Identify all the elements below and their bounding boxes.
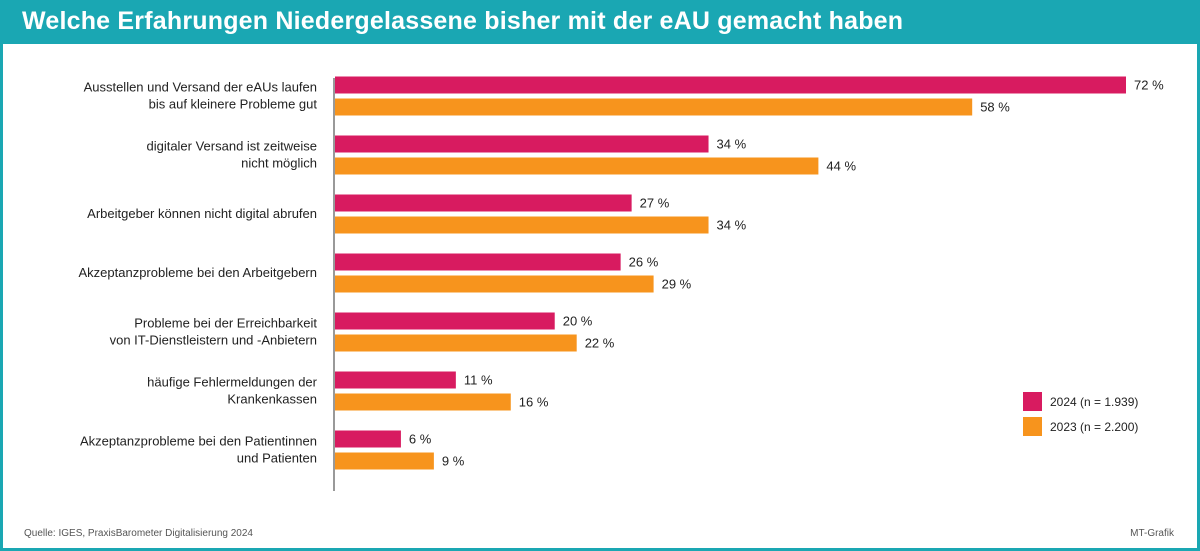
category-label: Akzeptanzprobleme bei den Patientinnen un… (80, 434, 317, 466)
value-label-2024: 27 % (640, 196, 670, 211)
value-label-2024: 11 % (464, 373, 493, 388)
bar-2024 (335, 76, 1126, 94)
bar-2023 (335, 334, 577, 352)
category-label: digitaler Versand ist zeitweise nicht mög… (146, 139, 317, 171)
bar-2023 (335, 393, 511, 411)
value-label-2024: 6 % (409, 432, 432, 447)
bar-2024 (335, 371, 456, 389)
bar-2024 (335, 135, 709, 153)
bar-2023 (335, 98, 973, 116)
category-label: Arbeitgeber können nicht digital abrufen (87, 206, 317, 221)
category-label: Probleme bei der Erreichbarkeit von IT-Di… (110, 316, 318, 348)
bar-2023 (335, 452, 434, 470)
value-label-2024: 72 % (1134, 78, 1164, 93)
bar-2023 (335, 157, 819, 175)
value-label-2024: 26 % (629, 255, 659, 270)
value-label-2024: 20 % (563, 314, 593, 329)
bar-2024 (335, 253, 621, 271)
title-bar: Welche Erfahrungen Niedergelassene bishe… (0, 0, 1200, 44)
legend-label-2024: 2024 (n = 1.939) (1050, 395, 1138, 409)
bar-2024 (335, 430, 401, 448)
value-label-2023: 9 % (442, 454, 465, 469)
value-label-2024: 34 % (717, 137, 747, 152)
value-label-2023: 58 % (980, 100, 1010, 115)
category-label: häufige Fehlermeldungen der Krankenkassen (147, 375, 318, 407)
credit-note: MT-Grafik (1130, 528, 1174, 539)
value-label-2023: 29 % (662, 277, 692, 292)
value-label-2023: 16 % (519, 395, 549, 410)
legend-swatch-2024 (1023, 392, 1042, 411)
value-label-2023: 34 % (717, 218, 747, 233)
value-label-2023: 22 % (585, 336, 615, 351)
category-label: Ausstellen und Versand der eAUs laufen bi… (84, 80, 318, 112)
legend-swatch-2023 (1023, 417, 1042, 436)
category-label: Akzeptanzprobleme bei den Arbeitgebern (79, 265, 318, 280)
bar-2024 (335, 312, 555, 330)
chart-title: Welche Erfahrungen Niedergelassene bishe… (22, 7, 904, 35)
bar-2023 (335, 216, 709, 234)
value-label-2023: 44 % (826, 159, 856, 174)
legend-label-2023: 2023 (n = 2.200) (1050, 420, 1138, 434)
bar-2024 (335, 194, 632, 212)
bar-2023 (335, 275, 654, 293)
source-note: Quelle: IGES, PraxisBarometer Digitalisi… (24, 528, 253, 539)
